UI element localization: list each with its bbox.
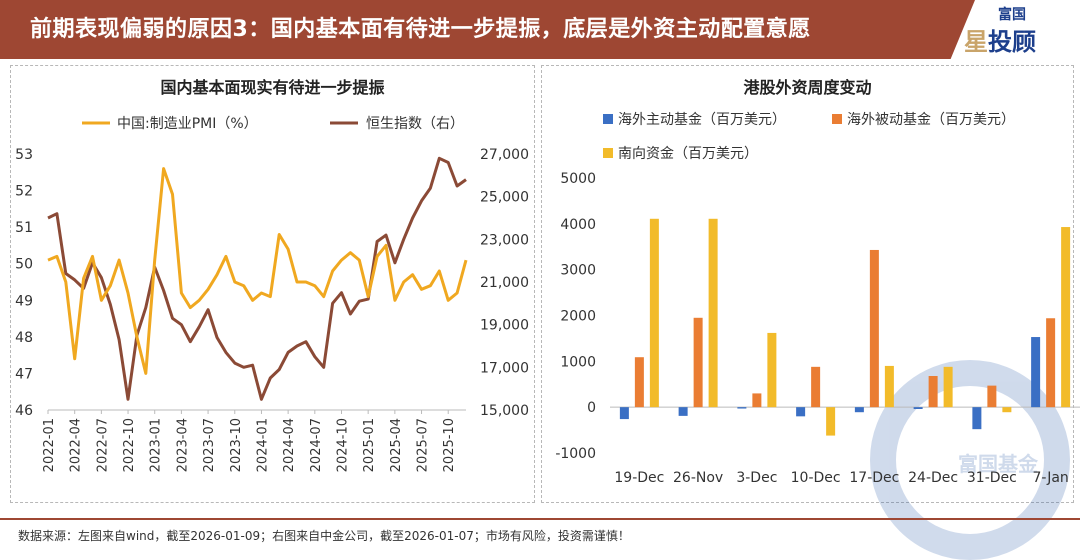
footer-divider xyxy=(0,518,1080,520)
left-y-tick-label: 48 xyxy=(15,330,33,346)
bar-passive-fund xyxy=(693,317,703,408)
brand-logo: 富国 星投顾 xyxy=(960,2,1072,56)
bar-active-fund xyxy=(854,407,864,413)
left-x-tick-label: 2022-04 xyxy=(69,418,84,472)
bar-x-tick-label: 24-Dec xyxy=(908,470,958,486)
bar-y-tick-label: 3000 xyxy=(560,263,596,279)
right-y-tick-label: 27,000 xyxy=(480,147,529,163)
bar-x-tick-label: 7-Jan xyxy=(1032,470,1068,486)
right-y-tick-label: 25,000 xyxy=(480,190,529,206)
hsi-series-line xyxy=(47,156,467,401)
left-y-tick-label: 51 xyxy=(15,220,33,236)
left-x-tick-label: 2022-07 xyxy=(95,418,110,472)
left-x-tick-label: 2025-04 xyxy=(389,418,404,472)
right-chart-panel: 港股外资周度变动 xyxy=(541,65,1074,503)
logo-main-text: 星投顾 xyxy=(964,22,1036,57)
bar-x-tick-label: 3-Dec xyxy=(736,470,777,486)
logo-star-text: 星 xyxy=(964,28,988,56)
left-x-tick-label: 2025-07 xyxy=(416,418,431,472)
left-y-tick-label: 46 xyxy=(15,403,33,419)
right-y-tick-label: 19,000 xyxy=(480,318,529,334)
bar-active-fund xyxy=(972,407,982,430)
bar-active-fund xyxy=(913,407,923,409)
active-fund-legend-label: 海外主动基金（百万美元） xyxy=(618,111,786,128)
pmi-legend-label: 中国:制造业PMI（%） xyxy=(117,116,258,132)
bar-passive-fund xyxy=(869,249,879,408)
hsi-legend-label: 恒生指数（右） xyxy=(366,116,464,132)
bar-x-tick-label: 17-Dec xyxy=(849,470,899,486)
left-x-tick-label: 2023-01 xyxy=(149,418,164,472)
bar-southbound xyxy=(649,218,659,408)
bar-southbound xyxy=(767,332,777,408)
left-y-tick-label: 49 xyxy=(15,293,33,309)
southbound-legend-swatch xyxy=(603,148,613,158)
active-fund-legend-swatch xyxy=(603,114,613,124)
bar-active-fund xyxy=(1031,337,1041,408)
right-y-tick-label: 15,000 xyxy=(480,403,529,419)
bar-passive-fund xyxy=(1046,318,1056,408)
left-x-tick-label: 2024-10 xyxy=(335,418,350,472)
bar-passive-fund xyxy=(987,385,997,408)
left-x-tick-label: 2022-01 xyxy=(42,418,57,472)
bar-active-fund xyxy=(796,407,806,417)
logo-top-text: 富国 xyxy=(998,7,1026,23)
bar-y-tick-label: 1000 xyxy=(560,354,596,370)
bar-southbound xyxy=(884,365,894,408)
left-chart-title: 国内基本面现实有待进一步提振 xyxy=(160,78,385,97)
southbound-legend-label: 南向资金（百万美元） xyxy=(618,146,758,162)
right-y-tick-label: 21,000 xyxy=(480,275,529,291)
right-chart-title: 港股外资周度变动 xyxy=(743,78,872,97)
left-x-tick-label: 2024-07 xyxy=(309,418,324,472)
header-banner xyxy=(0,0,975,59)
left-x-tick-label: 2023-04 xyxy=(175,418,190,472)
bar-southbound xyxy=(1002,407,1012,413)
left-x-tick-label: 2023-07 xyxy=(202,418,217,472)
bar-x-tick-label: 26-Nov xyxy=(673,470,723,486)
left-chart-panel: 国内基本面现实有待进一步提振 xyxy=(10,65,535,503)
right-y-tick-label: 17,000 xyxy=(480,360,529,376)
charts-canvas: 46 47 48 49 50 51 52 53 15,000 17,000 19,000 21,000… xyxy=(15,111,1080,486)
bar-y-tick-label: -1000 xyxy=(555,446,596,462)
bar-x-tick-label: 19-Dec xyxy=(614,470,664,486)
bar-y-tick-label: 4000 xyxy=(560,217,596,233)
bar-active-fund xyxy=(737,407,747,409)
bar-x-tick-label: 10-Dec xyxy=(791,470,841,486)
bar-passive-fund xyxy=(928,376,938,408)
bar-active-fund xyxy=(678,407,688,416)
left-x-tick-label: 2025-01 xyxy=(362,418,377,472)
left-y-tick-label: 50 xyxy=(15,257,33,273)
passive-fund-legend-label: 海外被动基金（百万美元） xyxy=(847,111,1015,128)
bar-y-tick-label: 0 xyxy=(587,400,596,416)
footer-note: 数据来源：左图来自wind，截至2026-01-09；右图来自中金公司，截至20… xyxy=(18,529,630,543)
logo-main-word: 投顾 xyxy=(988,28,1036,56)
bar-y-tick-label: 5000 xyxy=(560,171,596,187)
left-x-tick-label: 2023-10 xyxy=(229,418,244,472)
left-x-tick-label: 2022-10 xyxy=(122,418,137,472)
bar-southbound xyxy=(943,366,953,408)
left-y-tick-label: 47 xyxy=(15,366,33,382)
right-y-tick-label: 23,000 xyxy=(480,232,529,248)
bar-active-fund xyxy=(619,407,629,420)
passive-fund-legend-swatch xyxy=(832,114,842,124)
bar-southbound xyxy=(1061,227,1071,408)
left-y-tick-label: 53 xyxy=(15,147,33,163)
bar-passive-fund xyxy=(811,366,821,408)
bar-passive-fund xyxy=(752,393,762,408)
bar-southbound xyxy=(826,407,836,436)
left-x-tick-label: 2025-10 xyxy=(442,418,457,472)
left-y-tick-label: 52 xyxy=(15,184,33,200)
bar-southbound xyxy=(708,218,718,408)
pmi-series-line xyxy=(47,167,468,375)
bar-y-tick-label: 2000 xyxy=(560,309,596,325)
left-x-tick-label: 2024-04 xyxy=(282,418,297,472)
left-x-tick-label: 2024-01 xyxy=(255,418,270,472)
page-title: 前期表现偏弱的原因3：国内基本面有待进一步提振，底层是外资主动配置意愿 xyxy=(30,17,811,42)
bar-x-tick-label: 31-Dec xyxy=(967,470,1017,486)
bar-passive-fund xyxy=(634,357,644,408)
